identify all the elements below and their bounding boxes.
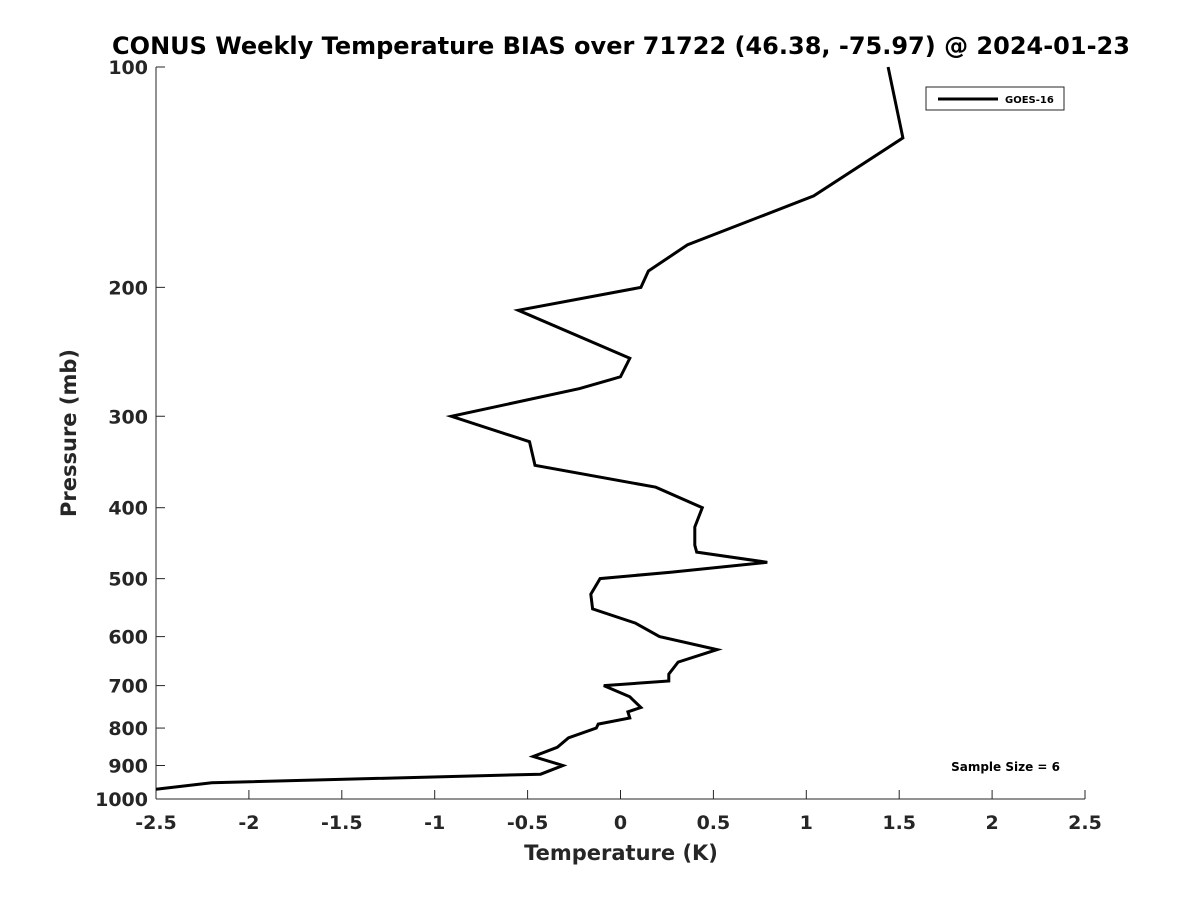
plot-area (156, 67, 1085, 799)
x-tick-label: -1 (424, 812, 445, 834)
x-axis-ticks: -2.5 -2 -1.5 -1 -0.5 0 0.5 1 1.5 2 2.5 (135, 790, 1102, 834)
y-tick-label: 100 (108, 57, 148, 79)
x-tick-label: 0 (614, 812, 627, 834)
legend-label-goes16: GOES-16 (1005, 95, 1054, 106)
y-axis-ticks: 100 200 300 400 500 600 700 800 900 1000 (95, 57, 165, 811)
x-tick-label: -2 (238, 812, 259, 834)
x-tick-label: 2 (985, 812, 998, 834)
legend: GOES-16 (925, 86, 1065, 111)
x-axis-label: Temperature (K) (524, 841, 718, 865)
x-tick-label: -2.5 (135, 812, 177, 834)
y-tick-label: 200 (108, 277, 148, 299)
chart-title: CONUS Weekly Temperature BIAS over 71722… (112, 32, 1130, 60)
y-tick-label: 600 (108, 627, 148, 649)
y-tick-label: 1000 (95, 789, 148, 811)
y-tick-label: 800 (108, 718, 148, 740)
x-tick-label: 1.5 (882, 812, 916, 834)
x-tick-label: -1.5 (321, 812, 363, 834)
y-tick-label: 700 (108, 676, 148, 698)
x-tick-label: 0.5 (697, 812, 731, 834)
sample-size-annotation: Sample Size = 6 (951, 760, 1060, 774)
x-tick-label: 2.5 (1068, 812, 1102, 834)
x-tick-label: 1 (800, 812, 813, 834)
x-tick-label: -0.5 (507, 812, 549, 834)
y-tick-label: 400 (108, 498, 148, 520)
y-tick-label: 300 (108, 406, 148, 428)
y-tick-label: 500 (108, 569, 148, 591)
y-tick-label: 900 (108, 756, 148, 778)
series-line-goes16 (155, 66, 905, 791)
y-axis-label: Pressure (mb) (57, 349, 81, 517)
